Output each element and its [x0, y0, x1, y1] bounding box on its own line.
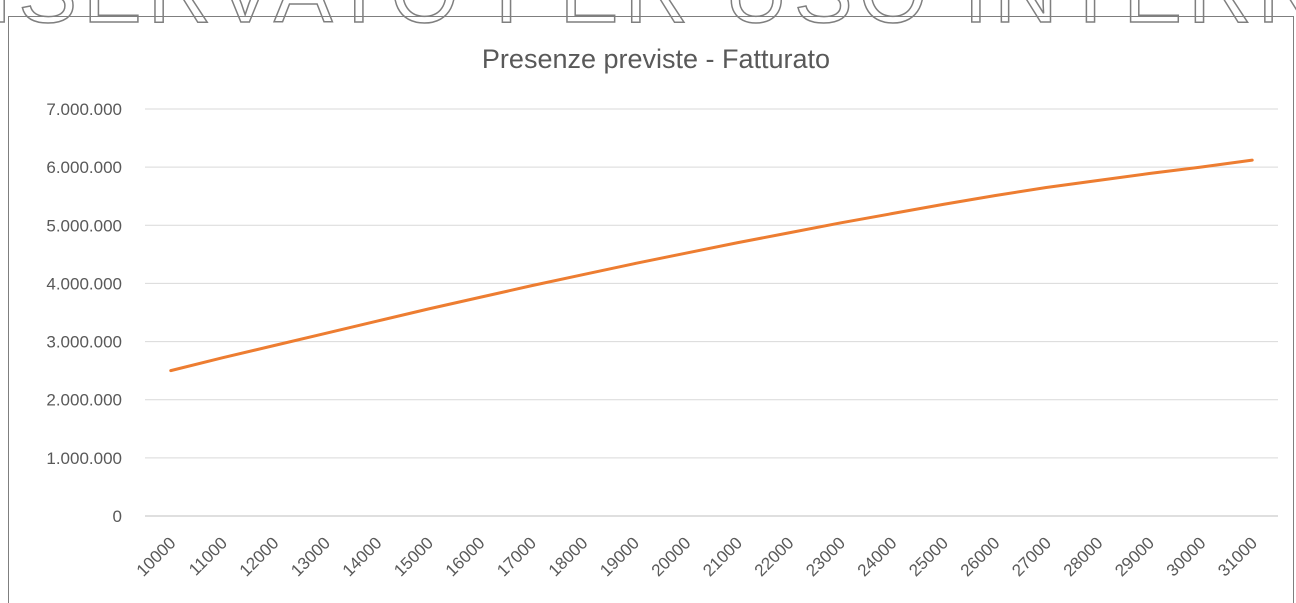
x-tick-label: 29000 — [1111, 533, 1158, 580]
y-tick-label: 1.000.000 — [46, 449, 122, 468]
x-tick-label: 10000 — [133, 533, 180, 580]
y-tick-label: 0 — [113, 507, 122, 526]
watermark: RISERVATO PER USO INTERNO — [0, 0, 1296, 41]
x-tick-label: 28000 — [1060, 533, 1107, 580]
line-series — [169, 158, 1254, 373]
x-tick-label: 13000 — [287, 533, 334, 580]
x-tick-label: 15000 — [390, 533, 437, 580]
x-tick-label: 18000 — [545, 533, 592, 580]
x-tick-label: 22000 — [751, 533, 798, 580]
x-tick-label: 19000 — [596, 533, 643, 580]
y-tick-label: 3.000.000 — [46, 333, 122, 352]
x-tick-label: 16000 — [442, 533, 489, 580]
x-tick-label: 26000 — [957, 533, 1004, 580]
x-tick-label: 11000 — [185, 533, 231, 579]
y-tick-label: 2.000.000 — [46, 391, 122, 410]
x-tick-label: 23000 — [802, 533, 849, 580]
x-tick-label: 17000 — [493, 533, 540, 580]
chart-frame — [8, 16, 1294, 603]
x-tick-label: 30000 — [1163, 533, 1210, 580]
y-tick-label: 5.000.000 — [46, 216, 122, 235]
y-tick-label: 4.000.000 — [46, 274, 122, 293]
x-tick-label: 21000 — [699, 533, 746, 580]
x-tick-label: 14000 — [339, 533, 386, 580]
x-tick-label: 31000 — [1214, 533, 1261, 580]
x-tick-label: 12000 — [236, 533, 283, 580]
x-tick-label: 25000 — [905, 533, 952, 580]
y-tick-label: 7.000.000 — [46, 100, 122, 119]
chart-title: Presenze previste - Fatturato — [482, 44, 830, 74]
y-tick-label: 6.000.000 — [46, 158, 122, 177]
x-tick-label: 27000 — [1008, 533, 1055, 580]
x-tick-label: 24000 — [854, 533, 901, 580]
x-tick-label: 20000 — [648, 533, 695, 580]
